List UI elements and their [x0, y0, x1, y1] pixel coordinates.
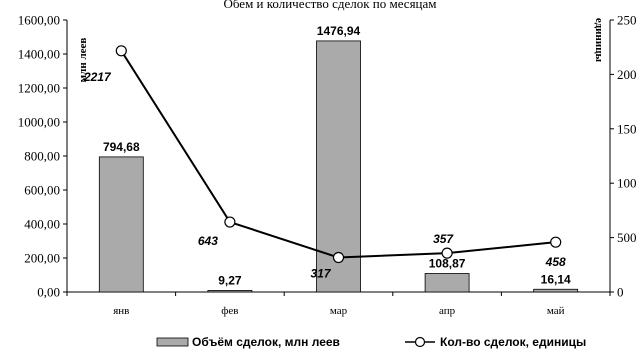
line-point	[550, 236, 562, 248]
line-value-label: 2217	[83, 70, 112, 84]
right-tick-label: 2000	[617, 67, 637, 82]
bar	[424, 273, 470, 293]
line-value-label: 458	[545, 255, 566, 269]
left-tick-label: 1200,00	[18, 81, 60, 96]
line-point	[441, 247, 453, 259]
bar-value-label: 794,68	[103, 140, 140, 154]
left-tick-label: 200,00	[24, 251, 60, 266]
bar	[98, 156, 144, 293]
bar-labels: 794,68 9,27 1476,94 108,87 16,14	[103, 24, 571, 288]
left-tick-label: 1400,00	[18, 47, 60, 62]
line-value-label: 317	[310, 267, 331, 281]
line-point	[224, 216, 236, 228]
left-tick-label: 0,00	[37, 285, 60, 300]
bars	[98, 40, 579, 293]
right-tick-label: 500	[617, 230, 637, 245]
left-tick-label: 600,00	[24, 183, 60, 198]
category-label: май	[547, 305, 565, 317]
line-point	[332, 251, 345, 264]
category-label: апр	[439, 305, 456, 317]
category-label: мар	[330, 305, 348, 317]
bar-value-label: 1476,94	[317, 24, 361, 38]
right-tick-label: 2500	[617, 13, 637, 28]
legend-bar-label: Объём сделок, млн леев	[192, 335, 340, 349]
right-tick-label: 0	[617, 285, 624, 300]
legend-line-label: Кол-во сделок, единицы	[440, 335, 586, 349]
legend-bar-swatch	[156, 337, 189, 347]
right-tick-label: 1000	[617, 176, 637, 191]
bar-value-label: 16,14	[541, 272, 571, 286]
left-tick-label: 1000,00	[18, 115, 60, 130]
left-tick-label: 400,00	[24, 217, 60, 232]
category-label: фев	[221, 305, 238, 317]
category-label: янв	[113, 305, 129, 317]
bar	[533, 288, 579, 293]
line-point	[115, 45, 127, 57]
right-tick-label: 1500	[617, 121, 637, 136]
bar-value-label: 108,87	[429, 256, 466, 270]
line-value-label: 643	[198, 234, 218, 248]
category-ticks: янв фев мар апр май	[66, 292, 611, 317]
left-axis-title: млн леев	[77, 38, 89, 83]
right-axis-title: единицы	[593, 18, 605, 63]
bar	[316, 40, 361, 293]
legend: Объём сделок, млн леев Кол-во сделок, ед…	[156, 335, 586, 349]
left-tick-label: 800,00	[24, 149, 60, 164]
left-ticks: 0,00 200,00 400,00 600,00 800,00 1000,00 1200,…	[18, 13, 67, 300]
line-series: 2217 643 317 357 458	[83, 45, 566, 281]
chart-title: Обем и количество сделок по месяцам	[223, 0, 436, 11]
bar-value-label: 9,27	[218, 273, 242, 287]
left-tick-label: 1600,00	[18, 13, 60, 28]
right-ticks: 0 500 1000 1500 2000 2500	[610, 13, 637, 300]
legend-line-marker	[414, 336, 426, 348]
bar	[207, 290, 253, 293]
line-value-label: 357	[433, 232, 454, 246]
